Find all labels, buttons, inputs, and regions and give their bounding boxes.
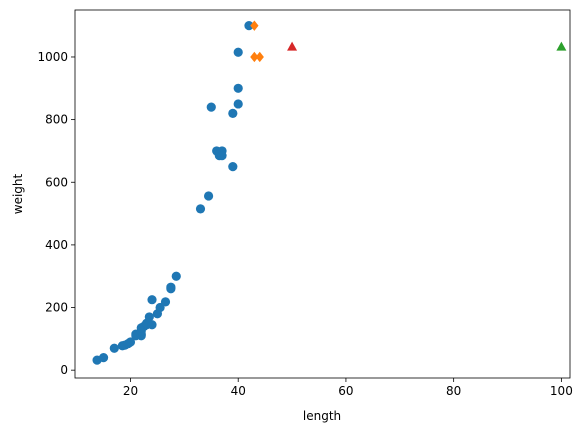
data-point: [109, 343, 119, 353]
data-point: [195, 204, 206, 214]
data-point: [217, 151, 227, 161]
y-tick-label: 400: [45, 238, 68, 252]
data-point: [171, 271, 181, 281]
data-point: [147, 320, 157, 330]
data-point-diamond: [250, 51, 259, 63]
y-axis-ticks: 0 200 400 600 800 1000: [37, 50, 75, 377]
data-point: [233, 83, 243, 93]
data-point-diamond: [255, 51, 264, 63]
x-axis-label: length: [303, 409, 341, 423]
x-tick-label: 20: [123, 384, 138, 398]
x-tick-label: 40: [231, 384, 246, 398]
data-point-diamond: [250, 20, 259, 31]
data-point: [233, 47, 243, 57]
data-point: [144, 312, 154, 322]
data-point: [98, 353, 109, 363]
data-point: [228, 108, 238, 118]
data-point: [203, 191, 214, 201]
y-tick-label: 600: [45, 175, 68, 189]
y-tick-label: 1000: [37, 50, 68, 64]
data-point: [244, 21, 254, 31]
data-point-triangle: [287, 41, 298, 51]
x-tick-label: 100: [550, 384, 573, 398]
data-point: [206, 102, 216, 112]
x-tick-label: 60: [338, 384, 353, 398]
data-point: [125, 337, 136, 347]
data-point: [233, 99, 243, 109]
y-axis-label: weight: [11, 173, 25, 214]
y-tick-label: 200: [45, 301, 68, 315]
data-point: [228, 161, 238, 172]
data-point-triangle: [556, 41, 567, 51]
data-points: [92, 20, 567, 365]
x-tick-label: 80: [446, 384, 461, 398]
data-point: [166, 282, 176, 292]
y-tick-label: 800: [45, 113, 68, 127]
plot-frame: [74, 9, 571, 379]
data-point: [147, 295, 157, 305]
y-tick-label: 0: [60, 363, 68, 377]
data-point: [160, 297, 171, 307]
x-axis-ticks: 20 40 60 80 100: [123, 378, 573, 398]
